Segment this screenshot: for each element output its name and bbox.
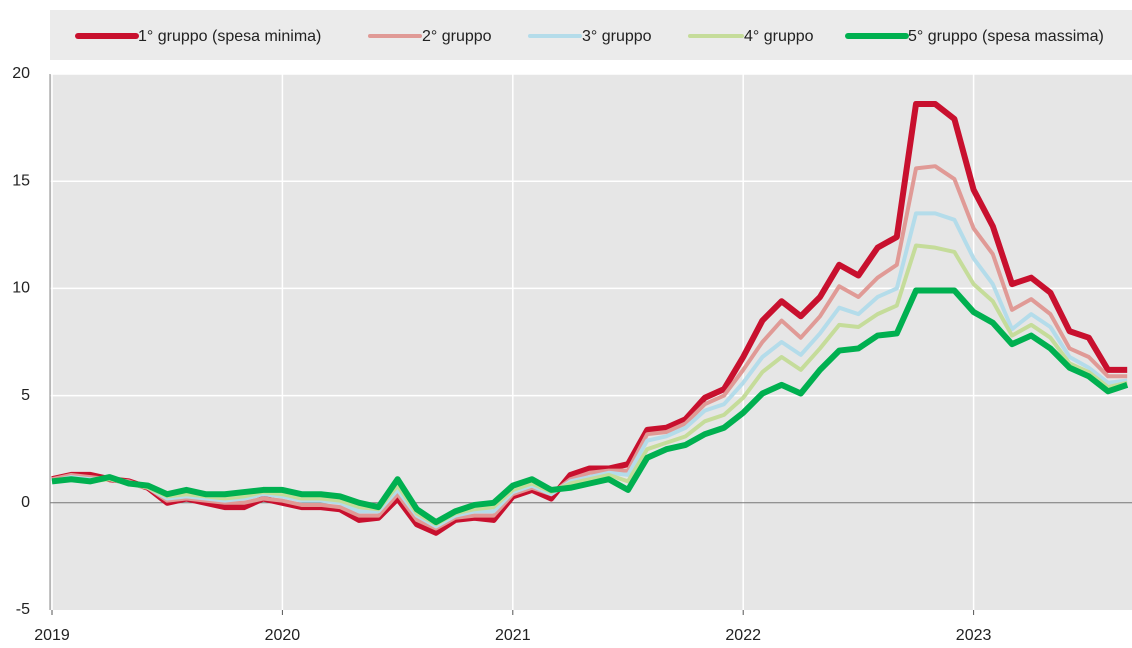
legend-label: 1° gruppo (spesa minima) — [138, 28, 321, 45]
x-tick-label: 2021 — [495, 627, 531, 644]
y-tick-label: 10 — [12, 280, 30, 297]
legend-label: 4° gruppo — [744, 28, 814, 45]
y-tick-label: 15 — [12, 172, 30, 189]
legend-background — [50, 10, 1132, 60]
y-tick-label: 0 — [21, 494, 30, 511]
series-line — [51, 287, 1129, 526]
series-line — [51, 211, 1128, 529]
legend-label: 5° gruppo (spesa massima) — [908, 28, 1104, 45]
y-tick-label: 20 — [12, 65, 30, 82]
plot-area — [50, 74, 1132, 610]
y-tick-label: 5 — [21, 387, 30, 404]
series-line — [51, 101, 1128, 536]
x-tick-label: 2019 — [34, 627, 70, 644]
legend-label: 3° gruppo — [582, 28, 652, 45]
x-tick-label: 2020 — [265, 627, 301, 644]
x-tick-label: 2022 — [725, 627, 761, 644]
y-tick-label: -5 — [16, 601, 30, 618]
legend-label: 2° gruppo — [422, 28, 492, 45]
x-tick-label: 2023 — [956, 627, 992, 644]
series-line — [51, 243, 1128, 527]
series-line — [51, 164, 1128, 531]
